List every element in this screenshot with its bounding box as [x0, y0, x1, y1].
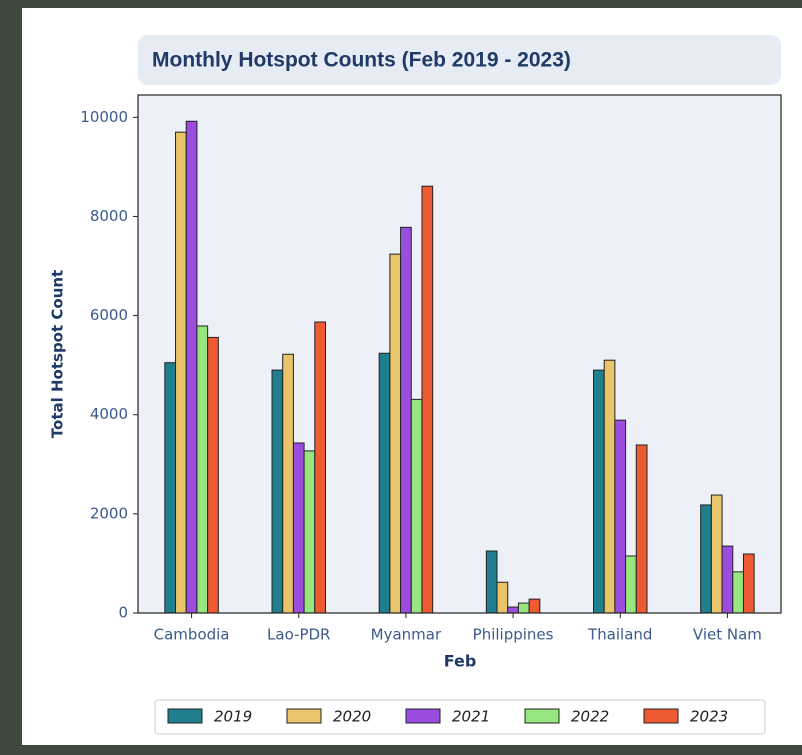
bar — [389, 253, 402, 614]
chart-title: Monthly Hotspot Counts (Feb 2019 - 2023) — [152, 49, 571, 72]
y-axis-label: Total Hotspot Count — [49, 270, 67, 438]
bar — [314, 321, 326, 614]
bar — [282, 353, 294, 614]
bar — [271, 369, 284, 614]
x-axis-label: Feb — [444, 652, 477, 671]
bar — [603, 359, 616, 614]
bar — [528, 598, 541, 614]
bar — [710, 494, 723, 614]
x-tick-label: Philippines — [473, 626, 554, 644]
bar — [485, 550, 498, 614]
bar — [303, 450, 316, 614]
legend-swatch — [167, 708, 203, 724]
y-tick-label: 4000 — [90, 405, 128, 423]
x-tick-label: Myanmar — [371, 626, 442, 644]
bar — [593, 369, 605, 614]
y-tick-label: 6000 — [90, 306, 128, 324]
bar — [517, 602, 530, 614]
legend-label: 2020 — [333, 708, 371, 726]
bar — [410, 398, 423, 614]
legend-label: 2021 — [452, 708, 490, 726]
bar — [175, 131, 187, 614]
legend-label: 2019 — [214, 708, 252, 726]
x-tick-label: Cambodia — [154, 626, 230, 644]
bar — [614, 419, 627, 614]
y-tick-label: 8000 — [90, 207, 128, 225]
bar — [625, 555, 637, 614]
x-tick-label: Thailand — [587, 626, 652, 644]
legend-label: 2022 — [571, 708, 609, 726]
bar — [196, 325, 209, 614]
x-tick-label: Viet Nam — [693, 626, 762, 644]
bar — [635, 444, 648, 614]
bar — [496, 581, 509, 614]
title-box — [138, 35, 781, 85]
legend-swatch — [286, 708, 322, 724]
bar — [378, 352, 391, 614]
bar — [700, 504, 712, 614]
bar — [207, 336, 219, 614]
bar — [185, 120, 198, 614]
bar — [400, 226, 412, 614]
bar — [742, 553, 755, 614]
x-tick-label: Lao-PDR — [267, 626, 330, 644]
bar — [421, 185, 434, 614]
bar — [292, 442, 305, 614]
bar — [164, 362, 177, 614]
legend-swatch — [643, 708, 679, 724]
bar — [507, 606, 519, 614]
y-tick-label: 2000 — [90, 504, 128, 522]
legend-swatch — [524, 708, 560, 724]
legend-label: 2023 — [690, 708, 728, 726]
y-tick-label: 0 — [118, 604, 128, 622]
bar — [721, 545, 734, 614]
legend-swatch — [405, 708, 441, 724]
plot-area — [138, 95, 781, 613]
bar — [732, 571, 744, 614]
plot-frame — [137, 94, 782, 614]
y-tick-label: 10000 — [80, 108, 128, 126]
